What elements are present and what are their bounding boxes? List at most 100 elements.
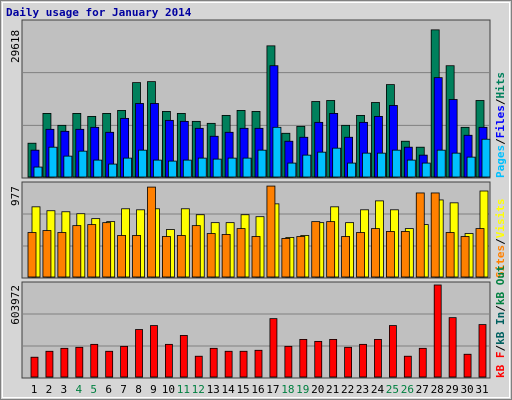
legend: kB F/kB In/kB Out	[494, 265, 507, 378]
bar	[359, 343, 367, 378]
bar	[123, 157, 132, 178]
bar	[332, 147, 342, 178]
bar	[42, 230, 52, 278]
x-tick-label: 3	[61, 383, 68, 396]
bar	[63, 155, 73, 178]
bar	[45, 350, 54, 378]
bar	[161, 236, 171, 278]
x-tick-label: 18	[281, 383, 294, 396]
bar	[138, 149, 147, 178]
legend-separator: /	[494, 98, 507, 105]
bar	[182, 159, 192, 178]
legend-entry: kB Out	[494, 265, 507, 305]
bar	[120, 345, 128, 378]
bar	[460, 236, 470, 278]
bar	[72, 225, 82, 278]
bar	[299, 339, 308, 378]
x-tick-label: 16	[251, 383, 264, 396]
x-tick-label: 28	[431, 383, 444, 396]
legend-entry: Sites	[494, 245, 507, 278]
bar	[448, 317, 457, 378]
bar	[117, 235, 126, 278]
bar	[347, 162, 357, 178]
x-tick-label: 19	[296, 383, 309, 396]
bar	[388, 325, 397, 378]
legend: Pages/Files/Hits	[494, 72, 507, 178]
bar	[436, 149, 446, 178]
bar	[87, 224, 97, 278]
bar	[266, 185, 276, 278]
x-tick-label: 25	[386, 383, 399, 396]
bar	[257, 149, 267, 178]
bar	[445, 232, 455, 278]
bar	[57, 232, 67, 278]
bar	[326, 221, 336, 278]
bar	[329, 339, 338, 378]
bar	[269, 318, 278, 378]
x-tick-label: 26	[401, 383, 414, 396]
x-tick-label: 4	[75, 383, 82, 396]
x-tick-label: 15	[236, 383, 249, 396]
bar	[400, 231, 410, 278]
bar	[105, 350, 114, 378]
bar	[191, 225, 201, 278]
bar	[221, 234, 231, 278]
bar	[206, 233, 216, 278]
bar	[239, 350, 248, 378]
bar	[150, 325, 158, 378]
bar	[176, 235, 186, 278]
x-tick-label: 29	[446, 383, 459, 396]
x-tick-label: 7	[120, 383, 127, 396]
bar	[167, 160, 177, 178]
bar	[102, 222, 112, 278]
bar	[197, 157, 207, 178]
bar	[209, 347, 218, 378]
y-tick-label: 603972	[9, 285, 22, 325]
legend: Sites/Visits	[494, 199, 507, 279]
x-tick-label: 17	[266, 383, 279, 396]
bar	[251, 236, 261, 278]
x-tick-label: 1	[31, 383, 38, 396]
bar	[317, 151, 327, 178]
bar	[75, 346, 84, 378]
bar	[254, 349, 263, 378]
bar	[236, 228, 246, 278]
bar	[403, 355, 412, 378]
y-tick-label: 977	[9, 186, 22, 206]
bar	[90, 343, 99, 378]
bar	[242, 157, 252, 178]
legend-entry: kB F	[494, 352, 507, 379]
bar	[385, 231, 395, 278]
bar	[33, 166, 43, 178]
bar	[296, 236, 306, 278]
legend-entry: kB In	[494, 312, 507, 345]
bar	[48, 146, 58, 178]
x-tick-label: 31	[475, 383, 488, 396]
x-tick-label: 6	[105, 383, 112, 396]
x-tick-label: 13	[207, 383, 220, 396]
bar	[362, 152, 371, 178]
x-tick-label: 24	[371, 383, 385, 396]
legend-entry: Visits	[494, 199, 507, 239]
bar	[341, 236, 351, 278]
bar	[475, 228, 485, 278]
x-tick-label: 11	[177, 383, 190, 396]
bar	[93, 159, 103, 178]
bar	[391, 149, 401, 178]
bar	[463, 353, 472, 378]
bar	[430, 192, 440, 278]
legend-separator: /	[494, 305, 507, 312]
bar	[281, 238, 291, 278]
legend-entry: Files	[494, 105, 507, 138]
bar	[179, 335, 188, 378]
bar	[374, 339, 382, 378]
legend-entry: Pages	[494, 145, 507, 178]
bar	[418, 347, 427, 378]
x-tick-label: 12	[192, 383, 205, 396]
bar	[212, 158, 222, 178]
bar	[344, 346, 353, 378]
bar	[224, 350, 233, 378]
bar	[478, 324, 487, 378]
bar	[314, 340, 323, 378]
